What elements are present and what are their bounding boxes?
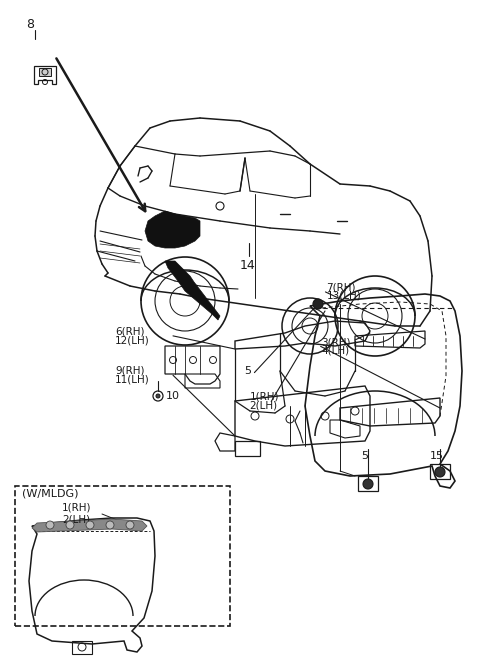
Circle shape (313, 299, 323, 309)
Text: 12(LH): 12(LH) (115, 335, 150, 346)
Circle shape (66, 521, 74, 529)
Text: 2(LH): 2(LH) (250, 400, 278, 411)
Text: 6(RH): 6(RH) (115, 327, 144, 337)
Text: 14: 14 (240, 259, 256, 272)
Text: 7(RH): 7(RH) (326, 282, 356, 293)
Polygon shape (39, 68, 51, 76)
Text: 4(LH): 4(LH) (322, 346, 350, 356)
Text: 1(RH): 1(RH) (250, 392, 279, 402)
Circle shape (106, 521, 114, 529)
Circle shape (126, 521, 134, 529)
Circle shape (435, 467, 445, 477)
Circle shape (156, 394, 160, 398)
Text: 9(RH): 9(RH) (115, 365, 144, 376)
Text: 10: 10 (166, 391, 180, 401)
Circle shape (363, 479, 373, 489)
Text: 3(RH): 3(RH) (322, 337, 351, 348)
Text: 5: 5 (244, 365, 251, 376)
Text: 5: 5 (361, 451, 369, 461)
Text: 15: 15 (430, 451, 444, 461)
Circle shape (46, 521, 54, 529)
Text: (W/MLDG): (W/MLDG) (22, 489, 79, 499)
Polygon shape (145, 211, 200, 248)
Text: 13(LH): 13(LH) (326, 291, 361, 301)
Text: 2(LH): 2(LH) (62, 515, 90, 525)
FancyBboxPatch shape (15, 486, 230, 626)
Circle shape (86, 521, 94, 529)
Text: 8: 8 (26, 18, 35, 31)
Polygon shape (32, 519, 147, 532)
Text: 1(RH): 1(RH) (62, 503, 92, 513)
Text: 11(LH): 11(LH) (115, 374, 150, 384)
Polygon shape (165, 261, 220, 320)
